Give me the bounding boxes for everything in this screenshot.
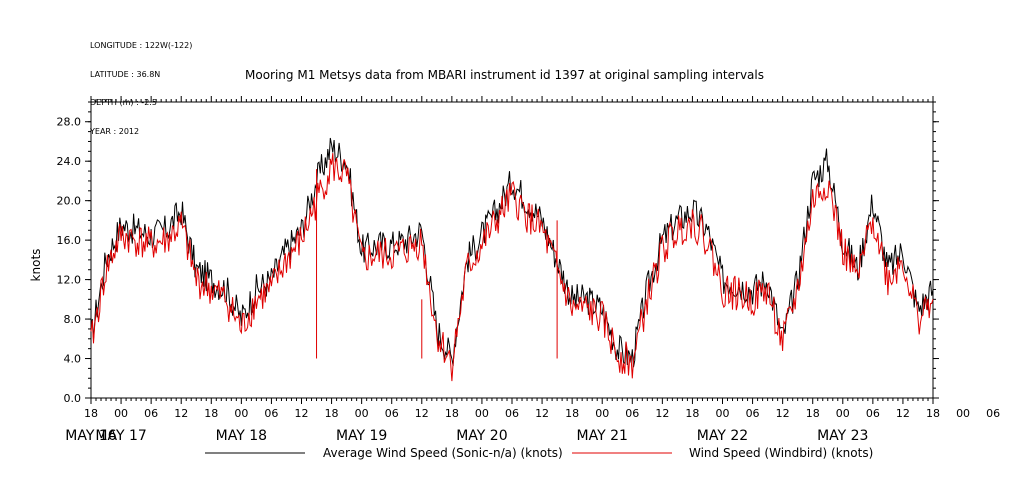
x-tick-label: 00 [956,407,970,420]
x-tick-label: 06 [625,407,639,420]
y-tick-label: 4.0 [64,353,82,366]
longitude-label: LONGITUDE : 122W(-122) [90,41,193,50]
y-tick-label: 0.0 [64,392,82,405]
y-tick-label: 16.0 [57,234,82,247]
series-windbird-wind-speed [90,153,934,382]
x-tick-label: 12 [295,407,309,420]
x-date-label: MAY 21 [577,428,628,444]
series-average-wind-speed [90,137,934,368]
x-tick-label: 18 [926,407,940,420]
x-tick-label: 12 [776,407,790,420]
x-tick-label: 06 [505,407,519,420]
x-tick-label: 06 [144,407,158,420]
x-tick-label: 00 [716,407,730,420]
x-tick-label: 06 [746,407,760,420]
y-axis-label: knots [29,249,43,282]
x-tick-label: 00 [836,407,850,420]
x-tick-label: 00 [355,407,369,420]
x-date-label: MAY 18 [216,428,267,444]
y-tick-label: 20.0 [57,195,82,208]
x-tick-label: 18 [325,407,339,420]
x-tick-label: 12 [896,407,910,420]
x-date-label: MAY 17 [95,428,146,444]
x-date-label: MAY 23 [817,428,868,444]
x-tick-label: 12 [174,407,188,420]
y-tick-label: 12.0 [57,274,82,287]
y-tick-label: 24.0 [57,155,82,168]
x-tick-label: 18 [806,407,820,420]
x-date-label: MAY 20 [456,428,507,444]
x-tick-label: 18 [445,407,459,420]
plot-frame [90,101,934,399]
x-tick-label: 00 [595,407,609,420]
x-tick-label: 12 [655,407,669,420]
x-tick-label: 06 [385,407,399,420]
x-tick-label: 18 [685,407,699,420]
x-date-label: MAY 22 [697,428,748,444]
x-tick-label: 18 [204,407,218,420]
latitude-label: LATITUDE : 36.8N [90,69,161,79]
x-tick-label: 18 [565,407,579,420]
chart-title: Mooring M1 Metsys data from MBARI instru… [245,68,764,82]
chart-axes: 0.0 4.0 8.0 12.0 16.0 20.0 24.0 28.0 18 00 06 12 18 0… [57,96,1000,444]
year-label: YEAR : 2012 [90,126,140,136]
x-tick-label: 06 [264,407,278,420]
x-tick-label: 12 [415,407,429,420]
x-tick-label: 12 [535,407,549,420]
x-tick-label: 00 [114,407,128,420]
x-tick-label: 06 [866,407,880,420]
x-tick-label: 06 [986,407,1000,420]
x-tick-label: 00 [234,407,248,420]
x-tick-label: 00 [475,407,489,420]
series-line [90,137,934,368]
x-date-label: MAY 16 [65,428,116,444]
y-tick-label: 28.0 [57,116,82,129]
y-tick-label: 8.0 [64,313,82,326]
series-line [90,153,934,382]
x-tick-label: 18 [84,407,98,420]
x-date-label: MAY 19 [336,428,387,444]
